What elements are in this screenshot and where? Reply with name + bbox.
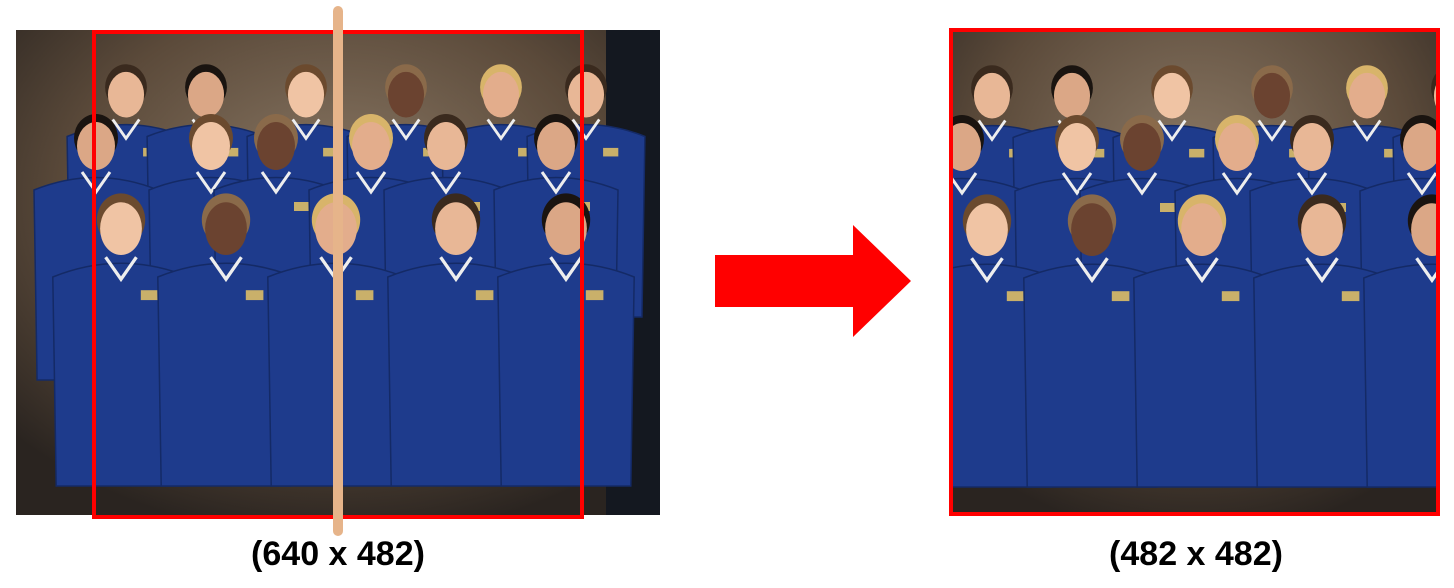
result-photo bbox=[952, 31, 1437, 514]
group-photo-icon bbox=[952, 31, 1437, 514]
result-size-label: (482 x 482) bbox=[1109, 535, 1283, 573]
result-frame-box bbox=[949, 28, 1440, 516]
right-arrow-icon bbox=[715, 225, 911, 337]
source-size-label: (640 x 482) bbox=[251, 535, 425, 573]
center-line bbox=[333, 6, 343, 536]
